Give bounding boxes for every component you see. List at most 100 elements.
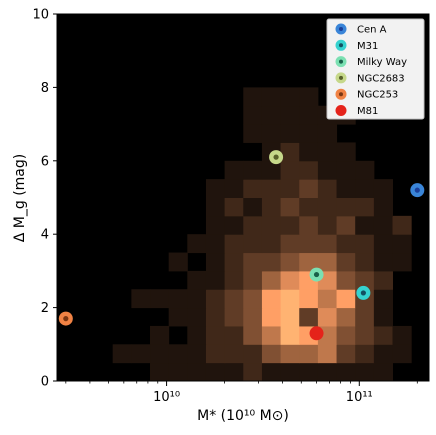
legend-marker-center xyxy=(339,92,343,97)
heatmap-cell xyxy=(299,234,319,254)
heatmap-cell xyxy=(299,124,319,143)
heatmap-cell xyxy=(187,289,207,309)
heatmap-cell xyxy=(336,160,356,180)
heatmap-cell xyxy=(280,197,300,217)
heatmap-cell xyxy=(373,344,394,364)
heatmap-cell xyxy=(261,307,282,327)
heatmap-cell xyxy=(150,289,170,309)
heatmap-cell xyxy=(336,234,356,254)
heatmap-cell xyxy=(336,289,356,309)
heatmap-cell xyxy=(355,197,375,217)
heatmap-cell xyxy=(261,87,282,107)
heatmap-cell xyxy=(355,215,375,235)
heatmap-cell xyxy=(224,252,244,272)
heatmap-cell xyxy=(224,344,244,364)
legend-marker xyxy=(335,105,347,116)
heatmap-cell xyxy=(299,215,319,235)
heatmap-cell xyxy=(224,307,244,327)
heatmap-cell xyxy=(243,270,263,290)
x-tick-label: 10¹¹ xyxy=(346,390,373,405)
heatmap-cell xyxy=(317,215,338,235)
galaxy-marker-center xyxy=(63,316,69,322)
heatmap-cell xyxy=(317,124,338,143)
heatmap-cell xyxy=(299,289,319,309)
heatmap-cell xyxy=(261,124,282,143)
galaxy-points xyxy=(58,150,425,341)
heatmap-cell xyxy=(224,197,244,217)
heatmap-cell xyxy=(299,362,319,382)
heatmap-cell xyxy=(187,270,207,290)
heatmap-cell xyxy=(280,289,300,309)
heatmap-cell xyxy=(243,197,263,217)
heatmap-cell xyxy=(261,197,282,217)
heatmap-cell xyxy=(336,197,356,217)
heatmap-cell xyxy=(317,289,338,309)
heatmap-cell xyxy=(168,252,188,272)
heatmap-cell xyxy=(205,362,226,382)
heatmap-cell xyxy=(355,234,375,254)
axis-ticks: 0 2 4 6 8 10 10¹⁰ 10¹¹ xyxy=(32,8,418,405)
heatmap-cell xyxy=(150,344,170,364)
heatmap-cell xyxy=(336,362,356,382)
legend-label: M31 xyxy=(357,41,378,52)
heatmap-cell xyxy=(280,325,300,345)
heatmap-cell xyxy=(373,289,394,309)
legend-label: M81 xyxy=(357,106,378,117)
heatmap-cell xyxy=(299,307,319,327)
heatmap-cell xyxy=(373,215,394,235)
heatmap-cell xyxy=(261,252,282,272)
heatmap-cell xyxy=(317,307,338,327)
heatmap-cell xyxy=(243,307,263,327)
heatmap-cell xyxy=(224,325,244,345)
heatmap-cell xyxy=(373,325,394,345)
heatmap-cell xyxy=(373,252,394,272)
heatmap-cell xyxy=(373,179,394,198)
heatmap-cell xyxy=(355,325,375,345)
heatmap-cell xyxy=(205,179,226,198)
heatmap-cell xyxy=(205,197,226,217)
heatmap-cell xyxy=(392,344,412,364)
heatmap-cell xyxy=(243,215,263,235)
heatmap-cell xyxy=(373,362,394,382)
heatmap-cell xyxy=(168,362,188,382)
heatmap-cell xyxy=(243,325,263,345)
x-axis-label: M* (10¹⁰ M⊙) xyxy=(197,408,289,424)
heatmap-cell xyxy=(317,362,338,382)
heatmap-cell xyxy=(355,252,375,272)
heatmap-cell xyxy=(355,307,375,327)
heatmap-cell xyxy=(261,179,282,198)
heatmap-cell xyxy=(299,142,319,162)
heatmap-cell xyxy=(336,307,356,327)
heatmap-cell xyxy=(336,215,356,235)
heatmap-cell xyxy=(280,344,300,364)
legend-entry: NGC253 xyxy=(335,88,398,101)
legend-entry: Milky Way xyxy=(335,56,407,68)
heatmap-cell xyxy=(243,289,263,309)
heatmap-cell xyxy=(243,160,263,180)
heatmap-cell xyxy=(336,142,356,162)
heatmap-cell xyxy=(355,179,375,198)
heatmap-cell xyxy=(317,252,338,272)
heatmap-cell xyxy=(336,179,356,198)
heatmap-cell xyxy=(261,362,282,382)
heatmap-cell xyxy=(355,160,375,180)
heatmap-cell xyxy=(261,270,282,290)
legend-label: Cen A xyxy=(357,25,387,36)
legend-entry: M81 xyxy=(335,105,378,117)
heatmap-cell xyxy=(317,344,338,364)
legend-label: NGC253 xyxy=(357,90,398,101)
heatmap-cell xyxy=(243,362,263,382)
heatmap-cell xyxy=(373,234,394,254)
x-tick-label: 10¹⁰ xyxy=(153,390,180,405)
heatmap-cell xyxy=(224,289,244,309)
heatmap-cell xyxy=(392,215,412,235)
heatmap-cell xyxy=(261,160,282,180)
heatmap-cell xyxy=(280,105,300,125)
heatmap-cell xyxy=(317,197,338,217)
heatmap-cell xyxy=(336,252,356,272)
heatmap-cell xyxy=(336,325,356,345)
heatmap-cell xyxy=(355,362,375,382)
heatmap-cell xyxy=(299,160,319,180)
heatmap-cell xyxy=(112,344,132,364)
